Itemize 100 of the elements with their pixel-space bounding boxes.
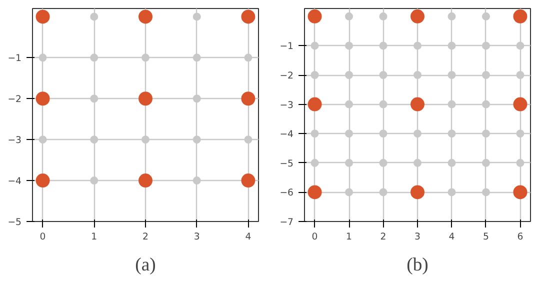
y-tick-label: −1: [8, 53, 22, 64]
y-tick-label: −7: [280, 217, 294, 228]
y-tick-label: −5: [8, 217, 22, 228]
point: [379, 100, 388, 108]
point: [513, 97, 528, 112]
point: [410, 97, 424, 112]
point: [308, 97, 322, 112]
point: [244, 136, 252, 144]
y-tick-label: −3: [8, 135, 22, 146]
point: [379, 71, 388, 79]
point: [482, 130, 490, 138]
point: [379, 42, 388, 50]
point: [448, 42, 456, 50]
point: [482, 12, 490, 20]
point: [192, 94, 201, 103]
point: [192, 136, 201, 144]
point: [142, 54, 150, 62]
y-tick-label: −2: [8, 94, 22, 106]
y-tick-label: −1: [280, 41, 294, 52]
x-tick-label: 1: [346, 232, 352, 242]
x-tick-label: 2: [380, 232, 386, 242]
point: [448, 188, 456, 196]
point: [482, 188, 490, 196]
point: [410, 185, 424, 200]
x-tick-label: 4: [448, 232, 455, 242]
point: [414, 71, 422, 79]
point: [310, 158, 319, 167]
point: [241, 10, 256, 24]
point: [448, 12, 456, 20]
point: [90, 136, 98, 144]
point: [448, 71, 456, 79]
y-tick-label: −4: [8, 176, 22, 188]
point: [192, 176, 201, 185]
point: [379, 188, 388, 196]
point: [90, 94, 98, 103]
x-tick-label: 3: [194, 232, 200, 242]
point: [345, 188, 354, 196]
point: [448, 158, 456, 167]
point: [90, 54, 98, 62]
x-tick-label: 6: [517, 232, 524, 242]
point: [516, 71, 524, 79]
point: [241, 92, 256, 106]
point: [142, 136, 150, 144]
x-tick-label: 2: [142, 232, 148, 242]
point: [379, 130, 388, 138]
x-tick-label: 5: [483, 232, 490, 242]
point: [192, 12, 201, 21]
point: [308, 185, 322, 200]
point: [310, 42, 319, 50]
x-tick-label: 4: [245, 232, 252, 242]
point: [516, 130, 524, 138]
x-tick-label: 1: [91, 232, 98, 242]
point: [414, 42, 422, 50]
y-tick-label: −5: [280, 158, 294, 170]
point: [310, 130, 319, 138]
x-tick-label: 3: [414, 232, 421, 242]
x-tick-label: 0: [40, 232, 46, 242]
text: (a): [135, 254, 156, 276]
point: [345, 71, 354, 79]
text: (b): [406, 254, 428, 276]
point: [310, 71, 319, 79]
point: [38, 136, 47, 144]
point: [308, 9, 322, 24]
point: [379, 158, 388, 167]
point: [345, 12, 354, 20]
point: [379, 12, 388, 20]
point: [516, 42, 524, 50]
point: [513, 9, 528, 24]
point: [138, 10, 152, 24]
point: [482, 158, 490, 167]
point: [90, 176, 98, 185]
point: [138, 92, 152, 106]
point: [36, 10, 50, 24]
point: [482, 42, 490, 50]
point: [410, 9, 424, 24]
y-tick-label: −3: [280, 100, 294, 111]
point: [38, 54, 47, 62]
point: [448, 100, 456, 108]
x-tick-label: 0: [312, 232, 318, 242]
point: [482, 71, 490, 79]
point: [414, 158, 422, 167]
y-tick-label: −6: [280, 188, 294, 199]
point: [36, 92, 50, 106]
point: [482, 100, 490, 108]
point: [90, 12, 98, 21]
point: [345, 42, 354, 50]
point: [516, 158, 524, 167]
point: [345, 158, 354, 167]
point: [414, 130, 422, 138]
y-tick-label: −2: [280, 70, 294, 82]
point: [138, 174, 152, 188]
point: [513, 185, 528, 200]
point: [448, 130, 456, 138]
point: [244, 54, 252, 62]
y-tick-label: −4: [280, 129, 294, 140]
point: [192, 54, 201, 62]
point: [241, 174, 256, 188]
point: [345, 100, 354, 108]
point: [36, 174, 50, 188]
point: [345, 130, 354, 138]
